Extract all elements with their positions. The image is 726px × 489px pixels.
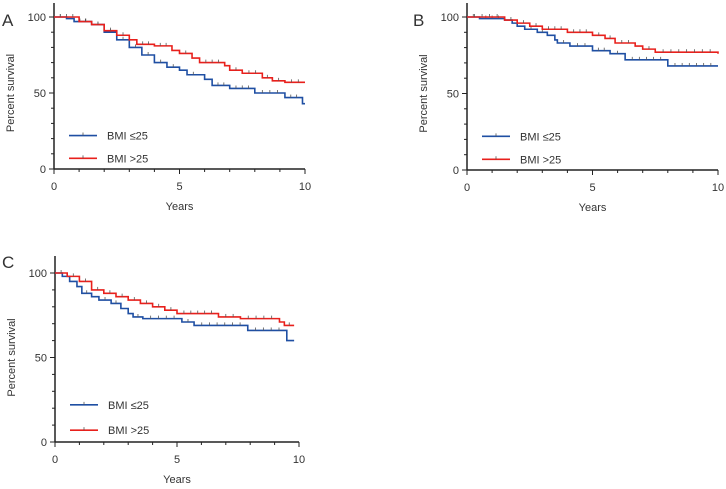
legend-label: BMI ≤25 bbox=[520, 131, 561, 143]
x-tick-label: 10 bbox=[299, 181, 311, 193]
x-tick-label: 5 bbox=[174, 454, 180, 466]
legend-label: BMI >25 bbox=[520, 154, 561, 166]
legend-label: BMI >25 bbox=[107, 153, 148, 165]
y-tick-label: 100 bbox=[29, 268, 47, 280]
x-tick-label: 5 bbox=[589, 182, 595, 194]
panel-a: A 0 50 100 0 5 10 Years Percent survival BMI ≤25 B… bbox=[2, 3, 311, 213]
panel-c: C 0 50 100 0 5 10 Years Percent survival BMI ≤25 B… bbox=[2, 253, 305, 486]
x-axis-title: Years bbox=[579, 202, 607, 214]
survival-curve-bmi-gt-25 bbox=[55, 272, 295, 327]
survival-curve-bmi-le-25 bbox=[467, 16, 718, 67]
x-tick-label: 0 bbox=[51, 181, 57, 193]
y-tick-label: 50 bbox=[35, 353, 47, 365]
y-tick-label: 100 bbox=[28, 12, 46, 24]
survival-curve-bmi-gt-25 bbox=[54, 16, 305, 84]
y-axis-title: Percent survival bbox=[6, 318, 18, 396]
legend-label: BMI ≤25 bbox=[107, 131, 148, 143]
y-tick-label: 0 bbox=[453, 165, 459, 177]
x-axis-title: Years bbox=[166, 201, 194, 213]
x-axis-title: Years bbox=[163, 474, 191, 486]
y-tick-label: 50 bbox=[34, 88, 46, 100]
panel-label: C bbox=[2, 253, 14, 272]
x-tick-label: 0 bbox=[464, 182, 470, 194]
y-tick-label: 0 bbox=[40, 164, 46, 176]
y-tick-label: 100 bbox=[441, 12, 459, 24]
x-tick-label: 10 bbox=[712, 182, 724, 194]
x-tick-label: 10 bbox=[293, 454, 305, 466]
y-axis-title: Percent survival bbox=[418, 54, 430, 132]
survival-curve-bmi-le-25 bbox=[54, 16, 305, 105]
x-tick-label: 0 bbox=[52, 454, 58, 466]
panel-label: B bbox=[413, 11, 424, 30]
panel-b: B 0 50 100 0 5 10 Years Percent survival BMI ≤25 B… bbox=[413, 3, 724, 214]
survival-curve-bmi-le-25 bbox=[55, 272, 295, 342]
y-tick-label: 50 bbox=[447, 89, 459, 101]
legend-label: BMI >25 bbox=[108, 425, 149, 437]
legend-label: BMI ≤25 bbox=[108, 400, 149, 412]
panel-label: A bbox=[2, 11, 14, 30]
survival-curve-bmi-gt-25 bbox=[467, 16, 719, 54]
x-tick-label: 5 bbox=[176, 181, 182, 193]
y-tick-label: 0 bbox=[41, 437, 47, 449]
y-axis-title: Percent survival bbox=[5, 54, 17, 132]
